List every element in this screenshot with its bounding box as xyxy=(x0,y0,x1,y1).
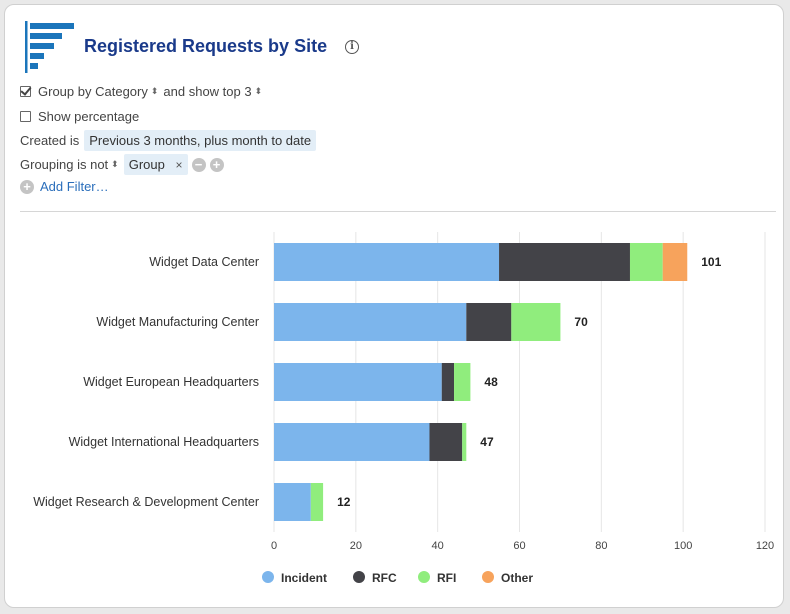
category-label: Widget International Headquarters xyxy=(69,435,259,449)
x-tick-label: 60 xyxy=(513,540,525,552)
grouping-filter-chip[interactable]: Group × xyxy=(123,154,188,175)
bar-incident-segment xyxy=(274,423,430,461)
x-tick-label: 80 xyxy=(595,540,607,552)
legend-swatch-rfi xyxy=(418,571,430,583)
grouping-filter-row: Grouping is not ⬍ Group × − + xyxy=(20,154,224,175)
category-label: Widget Data Center xyxy=(149,255,259,269)
bar-chart-report-icon xyxy=(25,21,74,73)
x-tick-label: 0 xyxy=(271,540,277,552)
bar-rfi-segment xyxy=(629,243,663,281)
sort-updown-icon: ⬍ xyxy=(111,159,119,169)
category-label: Widget Research & Development Center xyxy=(33,495,259,509)
bar-total-label: 48 xyxy=(484,375,498,389)
legend-swatch-other xyxy=(482,571,494,583)
x-tick-label: 120 xyxy=(756,540,774,552)
add-condition-icon[interactable]: + xyxy=(209,157,224,172)
sort-updown-icon: ⬍ xyxy=(150,86,159,96)
category-label: Widget European Headquarters xyxy=(83,375,259,389)
created-filter-label: Created is xyxy=(20,133,80,148)
category-label: Widget Manufacturing Center xyxy=(96,315,259,329)
add-filter-link[interactable]: + Add Filter… xyxy=(20,179,109,194)
bar-total-label: 70 xyxy=(574,315,588,329)
bar-incident-segment xyxy=(274,483,311,521)
show-top-label: and show top xyxy=(163,84,241,99)
show-percentage-checkbox[interactable] xyxy=(20,111,31,122)
bar-total-label: 47 xyxy=(480,435,494,449)
bar-rfc-segment xyxy=(466,303,512,341)
show-percentage-label: Show percentage xyxy=(38,109,140,124)
legend-label-incident: Incident xyxy=(281,571,327,585)
legend-label-rfc: RFC xyxy=(372,571,397,585)
bar-total-label: 12 xyxy=(337,495,351,509)
group-by-checkbox[interactable] xyxy=(20,86,31,97)
bar-rfi-segment xyxy=(310,483,324,521)
grouping-filter-label[interactable]: Grouping is not xyxy=(20,157,109,172)
legend-label-other: Other xyxy=(501,571,533,585)
bar-rfi-segment xyxy=(462,423,467,461)
sort-updown-icon: ⬍ xyxy=(254,86,263,96)
grouping-filter-value: Group xyxy=(128,157,165,172)
bar-rfi-segment xyxy=(454,363,471,401)
x-tick-label: 40 xyxy=(432,540,444,552)
group-by-dropdown[interactable]: Category xyxy=(95,84,148,99)
legend-swatch-incident xyxy=(262,571,274,583)
legend-label-rfi: RFI xyxy=(437,571,456,585)
section-divider xyxy=(20,211,776,212)
add-filter-label: Add Filter… xyxy=(40,179,109,194)
created-filter-value[interactable]: Previous 3 months, plus month to date xyxy=(84,130,317,151)
x-tick-label: 20 xyxy=(350,540,362,552)
bar-other-segment xyxy=(662,243,688,281)
bar-total-label: 101 xyxy=(701,255,721,269)
show-top-dropdown[interactable]: 3 xyxy=(244,84,252,99)
remove-filter-icon[interactable]: − xyxy=(191,157,206,172)
report-title: Registered Requests by Site xyxy=(84,36,328,56)
remove-chip-icon[interactable]: × xyxy=(175,158,183,172)
group-by-row: Group by Category ⬍ and show top 3 ⬍ xyxy=(20,84,267,99)
created-filter-row: Created is Previous 3 months, plus month… xyxy=(20,130,317,151)
bar-incident-segment xyxy=(274,363,442,401)
bar-rfc-segment xyxy=(429,423,463,461)
add-filter-icon: + xyxy=(20,179,34,194)
x-tick-label: 100 xyxy=(674,540,692,552)
show-percentage-row: Show percentage xyxy=(20,109,139,124)
bar-rfi-segment xyxy=(511,303,561,341)
bar-rfc-segment xyxy=(499,243,630,281)
legend-swatch-rfc xyxy=(353,571,365,583)
bar-rfc-segment xyxy=(441,363,455,401)
bar-incident-segment xyxy=(274,303,467,341)
bar-incident-segment xyxy=(274,243,500,281)
group-by-label: Group by xyxy=(38,84,92,99)
info-icon[interactable]: i xyxy=(345,40,359,54)
